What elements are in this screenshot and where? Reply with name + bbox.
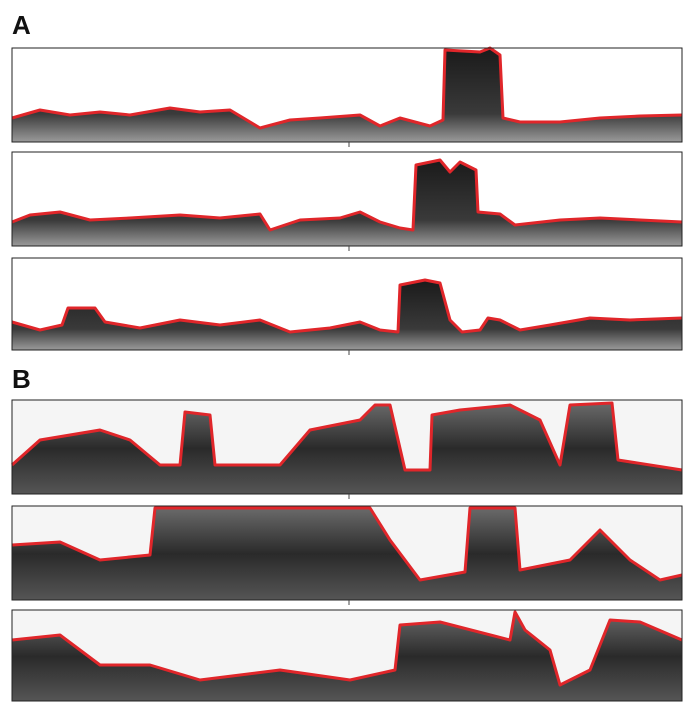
image-panel xyxy=(11,46,683,147)
image-panel xyxy=(11,257,683,355)
panel-label: B xyxy=(12,364,31,394)
panel-label: A xyxy=(12,10,31,40)
image-panel xyxy=(11,505,683,605)
image-panel xyxy=(11,399,683,499)
image-panel xyxy=(11,609,683,702)
image-panel xyxy=(11,151,683,251)
